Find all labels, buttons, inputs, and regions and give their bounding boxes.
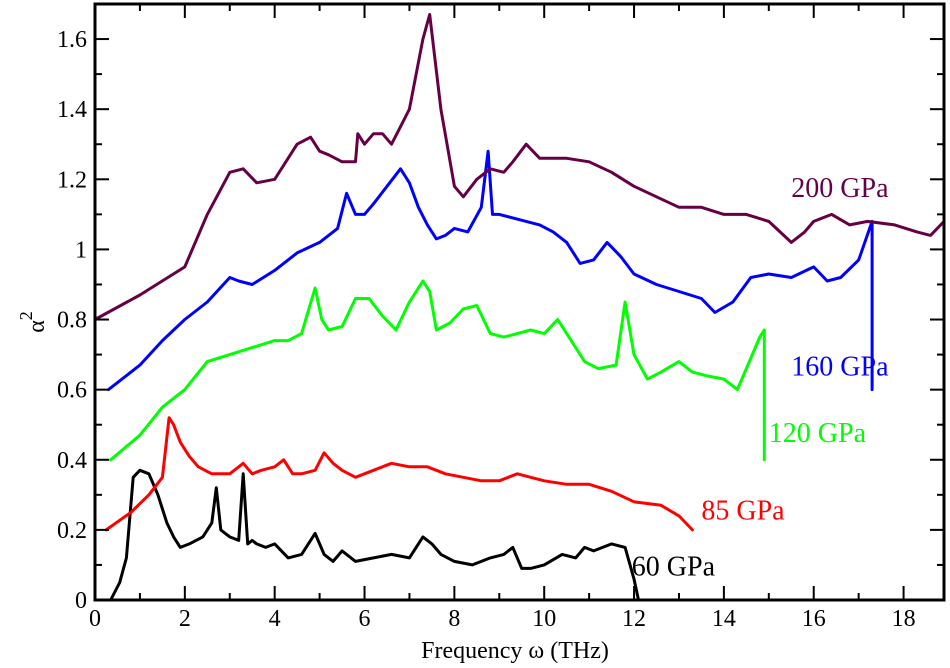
x-tick-label: 18 xyxy=(892,606,916,632)
axis-ticks: 0 2 4 6 8 10 12 14 16 18 0 0.2 0.4 0.6 0.8 1 1.2 1.4 1.6 xyxy=(57,3,944,632)
series-line-160-gpa xyxy=(107,149,874,392)
series-label-120-gpa: 120 GPa xyxy=(769,418,867,449)
y-tick-label: 1.6 xyxy=(57,27,87,53)
x-tick-label: 14 xyxy=(712,606,736,632)
series-lines xyxy=(93,13,946,602)
series-line-60-gpa xyxy=(109,468,640,602)
y-tick-label: 1.4 xyxy=(57,97,87,123)
series-labels: 60 GPa 85 GPa 120 GPa 160 GPa 200 GPa xyxy=(632,173,889,583)
x-tick-label: 8 xyxy=(448,606,460,632)
y-tick-label: 0.8 xyxy=(57,308,87,334)
y-tick-label: 0.4 xyxy=(57,448,87,474)
y-tick-label: 0.6 xyxy=(57,378,87,404)
x-tick-label: 4 xyxy=(269,606,281,632)
series-label-200-gpa: 200 GPa xyxy=(791,173,889,204)
y-tick-label: 1.2 xyxy=(57,167,87,193)
y-axis-title-base: α xyxy=(24,320,50,333)
x-tick-label: 6 xyxy=(359,606,371,632)
y-tick-label: 0 xyxy=(75,588,87,614)
series-line-200-gpa xyxy=(93,13,946,321)
x-tick-label: 0 xyxy=(89,606,101,632)
x-axis-title: Frequency ω (THz) xyxy=(421,638,609,664)
series-line-85-gpa xyxy=(104,416,694,532)
x-tick-label: 2 xyxy=(179,606,191,632)
x-tick-label: 12 xyxy=(622,606,646,632)
series-label-85-gpa: 85 GPa xyxy=(701,495,785,526)
plot-frame xyxy=(93,2,946,602)
y-axis-title-sup: 2 xyxy=(16,311,36,320)
x-tick-label: 16 xyxy=(802,606,826,632)
y-axis-title: α2 xyxy=(16,311,50,333)
series-label-160-gpa: 160 GPa xyxy=(791,352,889,383)
x-tick-label: 10 xyxy=(532,606,556,632)
y-tick-label: 1 xyxy=(75,237,87,263)
y-tick-label: 0.2 xyxy=(57,518,87,544)
series-label-60-gpa: 60 GPa xyxy=(632,552,716,583)
series-line-120-gpa xyxy=(109,279,766,462)
